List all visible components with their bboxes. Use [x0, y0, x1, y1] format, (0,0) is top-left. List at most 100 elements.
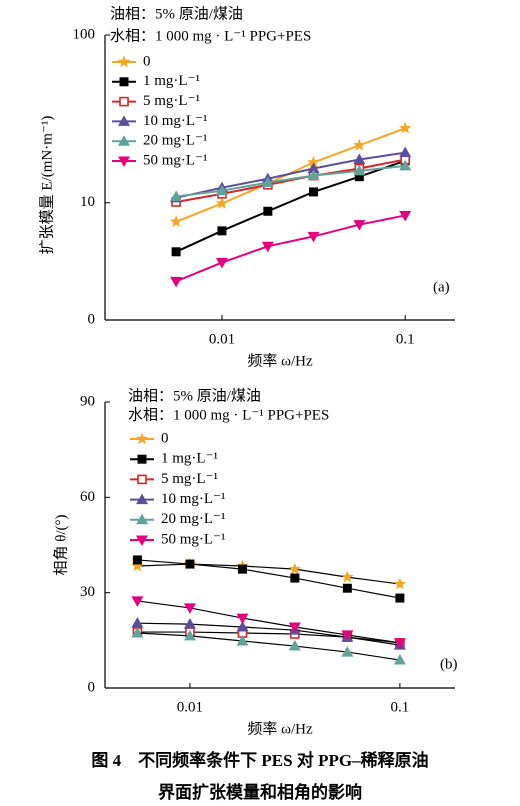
y-tick-label: 0 — [88, 311, 96, 327]
marker — [288, 622, 301, 633]
marker — [131, 559, 144, 572]
legend-marker — [117, 55, 131, 68]
series-line — [175, 214, 406, 283]
legend-label: 50 mg·L⁻¹ — [143, 152, 208, 168]
legend-marker — [136, 493, 148, 505]
y-axis-label: 相角 θ/(°) — [52, 514, 69, 575]
legend-marker — [118, 156, 130, 167]
marker — [236, 620, 249, 632]
marker — [290, 573, 300, 583]
series-line — [175, 159, 406, 253]
marker — [309, 187, 319, 197]
x-tick-label: 0.1 — [391, 699, 410, 715]
marker — [307, 231, 320, 243]
marker — [393, 654, 406, 665]
marker — [171, 247, 181, 257]
series-line — [175, 151, 406, 199]
annotation: 水相：1 000 mg · L⁻¹ PPG+PES — [110, 27, 311, 44]
marker — [215, 258, 228, 269]
marker — [288, 640, 301, 651]
legend-label: 5 mg·L⁻¹ — [143, 93, 200, 109]
legend-marker — [137, 474, 147, 485]
marker — [185, 559, 195, 569]
marker — [395, 593, 405, 603]
marker — [236, 634, 249, 646]
y-tick-label: 30 — [80, 584, 95, 600]
marker — [353, 138, 366, 151]
marker — [170, 276, 183, 288]
legend-marker — [137, 454, 147, 464]
marker — [261, 176, 274, 188]
marker — [399, 159, 412, 171]
marker — [353, 153, 366, 165]
legend-marker — [118, 115, 130, 126]
marker — [215, 196, 229, 209]
series-line — [175, 158, 406, 204]
x-tick-label: 0.01 — [209, 331, 235, 347]
caption-line: 图 4 不同频率条件下 PES 对 PPG–稀释原油 — [91, 750, 428, 770]
marker — [353, 220, 366, 231]
marker — [399, 146, 412, 158]
y-tick-label: 0 — [88, 679, 96, 695]
series-line — [175, 164, 406, 198]
marker — [341, 646, 354, 657]
legend-label: 0 — [143, 53, 151, 69]
x-axis-label: 频率 ω/Hz — [247, 720, 313, 737]
marker — [288, 562, 302, 575]
marker — [307, 155, 320, 168]
legend-label: 10 mg·L⁻¹ — [161, 491, 226, 507]
marker — [354, 172, 364, 182]
series-line — [137, 622, 400, 646]
marker — [261, 241, 274, 253]
legend-marker — [135, 432, 149, 445]
marker — [342, 583, 352, 593]
marker — [353, 164, 366, 176]
annotation: 油相：5% 原油/煤油 — [110, 5, 243, 22]
marker — [341, 630, 354, 641]
y-tick-label: 10 — [80, 194, 95, 210]
marker — [263, 206, 273, 216]
marker — [183, 603, 196, 614]
legend-label: 50 mg·L⁻¹ — [161, 531, 226, 547]
legend-marker — [136, 535, 148, 546]
y-axis-label: 扩张模量 E/(mN·m⁻¹) — [38, 116, 55, 255]
marker — [183, 618, 196, 629]
marker — [341, 570, 354, 583]
series-line — [137, 632, 400, 661]
x-tick-label: 0.1 — [396, 331, 415, 347]
marker — [131, 596, 144, 607]
marker — [170, 190, 183, 201]
annotation: 水相：1 000 mg · L⁻¹ PPG+PES — [128, 406, 329, 423]
marker — [169, 215, 183, 228]
panel-label: (a) — [433, 279, 450, 295]
legend-marker — [136, 513, 148, 525]
marker — [236, 613, 249, 625]
x-tick-label: 0.01 — [177, 699, 203, 715]
marker — [131, 627, 144, 638]
marker — [215, 184, 228, 196]
marker — [132, 555, 142, 565]
series-line — [137, 563, 400, 585]
legend-label: 1 mg·L⁻¹ — [143, 73, 200, 89]
legend-label: 1 mg·L⁻¹ — [161, 451, 218, 467]
annotation: 油相：5% 原油/煤油 — [128, 387, 261, 404]
legend-label: 20 mg·L⁻¹ — [161, 511, 226, 527]
x-axis-label: 频率 ω/Hz — [247, 352, 313, 369]
marker — [399, 121, 412, 134]
legend-marker — [118, 135, 130, 146]
y-tick-label: 90 — [80, 393, 95, 409]
marker — [131, 617, 144, 628]
legend-marker — [119, 77, 129, 87]
legend-marker — [119, 96, 129, 107]
marker — [393, 638, 406, 649]
legend-label: 0 — [161, 430, 169, 446]
marker — [393, 577, 407, 590]
legend-label: 5 mg·L⁻¹ — [161, 471, 218, 487]
y-tick-label: 60 — [80, 489, 95, 505]
legend-label: 10 mg·L⁻¹ — [143, 113, 208, 129]
panel-label: (b) — [440, 656, 458, 672]
marker — [307, 162, 320, 174]
marker — [399, 210, 412, 222]
marker — [217, 226, 227, 236]
